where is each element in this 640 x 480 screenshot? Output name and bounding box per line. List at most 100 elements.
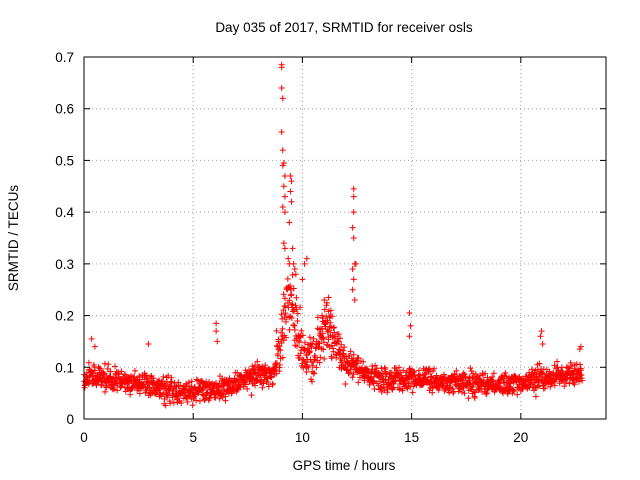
data-point [388, 375, 395, 382]
data-point [571, 381, 578, 388]
data-point [453, 367, 460, 374]
data-point [296, 333, 303, 340]
data-point [303, 255, 310, 262]
data-point [323, 302, 330, 309]
data-point [85, 359, 92, 366]
data-point [278, 128, 285, 135]
data-point [321, 355, 328, 362]
data-point [321, 297, 328, 304]
data-point [349, 286, 356, 293]
data-point [406, 365, 413, 372]
data-point [441, 371, 448, 378]
data-point [456, 372, 463, 379]
data-point [350, 351, 357, 358]
data-point [301, 260, 308, 267]
data-point [335, 331, 342, 338]
y-tick-label: 0.7 [55, 50, 74, 65]
data-point [281, 172, 288, 179]
data-point [288, 315, 295, 322]
data-point [343, 353, 350, 360]
data-point [89, 370, 96, 377]
data-point [351, 297, 358, 304]
data-point [287, 172, 294, 179]
data-point [554, 358, 561, 365]
data-point [273, 363, 280, 370]
data-point [304, 361, 311, 368]
data-point [164, 391, 171, 398]
data-point [331, 329, 338, 336]
data-point [467, 365, 474, 372]
data-point [352, 260, 359, 267]
data-point [122, 388, 129, 395]
data-point [314, 314, 321, 321]
data-point [329, 313, 336, 320]
data-point [354, 360, 361, 367]
data-point [259, 384, 266, 391]
data-point [319, 334, 326, 341]
data-point [431, 365, 438, 372]
data-point [468, 368, 475, 375]
data-point [442, 374, 449, 381]
y-tick-label: 0.2 [55, 309, 74, 324]
data-point [411, 368, 418, 375]
data-point [335, 338, 342, 345]
data-point [183, 380, 190, 387]
data-point [219, 375, 226, 382]
data-point [184, 399, 191, 406]
data-point [189, 402, 196, 409]
data-point [539, 341, 546, 348]
data-point [538, 369, 545, 376]
y-axis-label: SRMTID / TECUs [6, 185, 21, 292]
grid [84, 57, 606, 419]
data-point [273, 327, 280, 334]
data-point [325, 294, 332, 301]
data-point [572, 365, 579, 372]
data-point [100, 369, 107, 376]
data-point [279, 95, 286, 102]
data-point [546, 368, 553, 375]
data-point [219, 394, 226, 401]
data-point [157, 391, 164, 398]
data-point [298, 327, 305, 334]
data-point [310, 335, 317, 342]
data-point [294, 343, 301, 350]
data-point [280, 160, 287, 167]
data-point [536, 360, 543, 367]
data-point [274, 351, 281, 358]
data-point [340, 350, 347, 357]
data-point [294, 310, 301, 317]
data-point [145, 341, 152, 348]
data-point [321, 306, 328, 313]
data-point [346, 369, 353, 376]
data-point [279, 325, 286, 332]
data-point [350, 371, 357, 378]
data-point [178, 400, 185, 407]
data-point [127, 391, 134, 398]
data-point [105, 361, 112, 368]
data-point [568, 363, 575, 370]
data-point [287, 188, 294, 195]
data-point [151, 390, 158, 397]
data-point [281, 209, 288, 216]
y-tick-label: 0.3 [55, 257, 74, 272]
data-point [242, 381, 249, 388]
data-point [296, 339, 303, 346]
data-point [379, 375, 386, 382]
data-point [144, 375, 151, 382]
data-point [273, 370, 280, 377]
data-point [91, 343, 98, 350]
data-point [349, 266, 356, 273]
data-point [280, 307, 287, 314]
data-points [81, 61, 586, 409]
data-point [254, 377, 261, 384]
data-point [107, 368, 114, 375]
data-point [195, 377, 202, 384]
data-point [349, 374, 356, 381]
data-point [337, 335, 344, 342]
data-point [269, 380, 276, 387]
data-point [283, 334, 290, 341]
data-point [111, 363, 118, 370]
data-point [470, 388, 477, 395]
data-point [347, 348, 354, 355]
